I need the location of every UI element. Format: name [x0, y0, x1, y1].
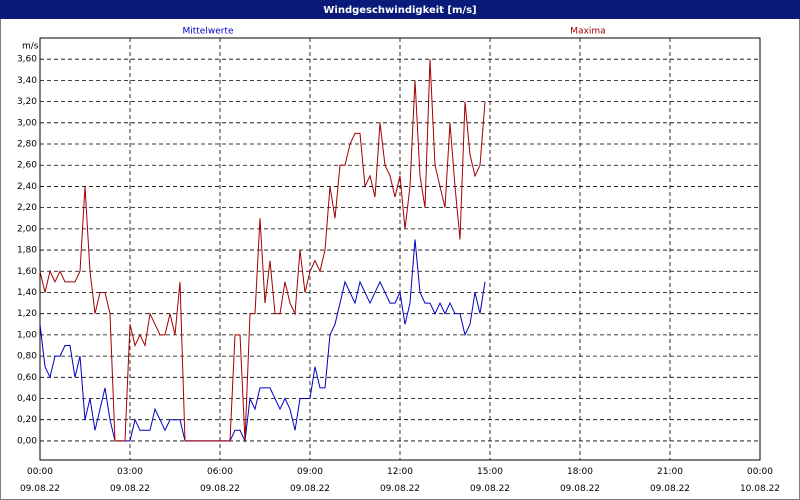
legend-label: Mittelwerte [182, 27, 233, 37]
y-tick-label: 3,40 [17, 76, 37, 86]
chart-title: Windgeschwindigkeit [m/s] [323, 5, 476, 16]
x-tick-label: 09:00 09.08.22 [289, 467, 331, 494]
data-line [39, 239, 486, 443]
y-tick-label: 3,00 [17, 118, 37, 128]
y-tick-label: 2,80 [17, 140, 37, 150]
y-tick-label: 0,40 [17, 394, 37, 404]
data-line [39, 59, 486, 442]
x-tick-label: 03:00 09.08.22 [109, 467, 151, 494]
x-tick-label: 18:00 09.08.22 [559, 467, 601, 494]
y-tick-label: 2,20 [17, 203, 37, 213]
legend-label: Maxima [570, 27, 605, 37]
y-tick-label: 2,40 [17, 182, 37, 192]
y-tick-label: 1,60 [17, 267, 37, 277]
y-tick-label: 0,60 [17, 373, 37, 383]
x-tick-label: 00:00 10.08.22 [739, 467, 781, 494]
title-bar [0, 0, 800, 19]
y-tick-label: 0,00 [17, 436, 37, 446]
y-tick-label: 2,00 [17, 224, 37, 234]
x-tick-label: 06:00 09.08.22 [199, 467, 241, 494]
y-axis-label: m/s [22, 42, 39, 52]
y-tick-label: 3,20 [17, 97, 37, 107]
y-tick-label: 0,80 [17, 352, 37, 362]
y-tick-label: 2,60 [17, 161, 37, 171]
x-tick-label: 00:00 09.08.22 [19, 467, 61, 494]
y-tick-label: 1,00 [17, 330, 37, 340]
x-tick-label: 21:00 09.08.22 [649, 467, 691, 494]
x-tick-label: 12:00 09.08.22 [379, 467, 421, 494]
y-tick-label: 1,80 [17, 246, 37, 256]
y-tick-label: 1,40 [17, 288, 37, 298]
y-tick-label: 0,20 [17, 415, 37, 425]
x-tick-label: 15:00 09.08.22 [469, 467, 511, 494]
y-tick-label: 1,20 [17, 309, 37, 319]
y-tick-label: 3,60 [17, 55, 37, 65]
